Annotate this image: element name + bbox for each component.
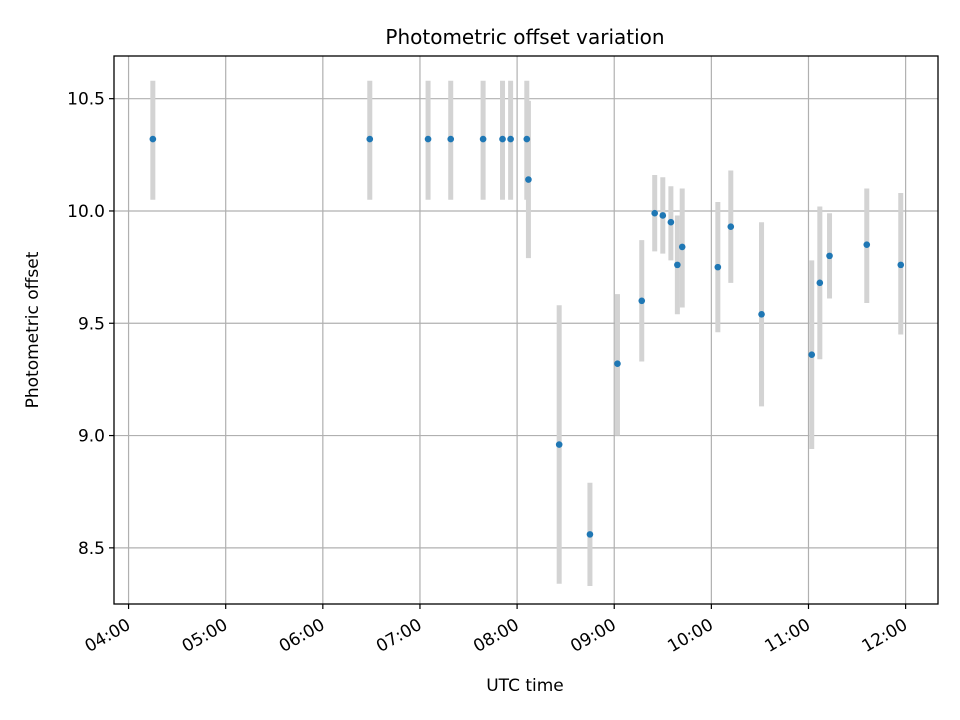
data-point bbox=[614, 360, 621, 367]
data-point bbox=[523, 135, 531, 143]
chart-title: Photometric offset variation bbox=[385, 25, 664, 49]
data-point bbox=[424, 135, 432, 143]
x-axis-ticks: 04:00 05:00 06:00 07:00 08:00 09:00 10:00 11:00… bbox=[82, 604, 911, 657]
data-point bbox=[499, 135, 506, 143]
data-point bbox=[555, 441, 563, 448]
data-point bbox=[808, 351, 816, 359]
x-tick-label: 09:00 bbox=[567, 615, 619, 657]
data-point bbox=[638, 297, 646, 305]
y-tick-label: 8.5 bbox=[78, 539, 105, 559]
x-tick-label: 07:00 bbox=[373, 615, 425, 657]
y-tick-label: 9.5 bbox=[78, 314, 105, 334]
data-point bbox=[674, 261, 681, 269]
y-tick-label: 10.5 bbox=[67, 90, 105, 110]
y-tick-label: 10.0 bbox=[67, 202, 105, 222]
data-point bbox=[507, 135, 514, 143]
data-point bbox=[678, 243, 686, 251]
data-point bbox=[667, 218, 675, 226]
data-point bbox=[758, 310, 765, 318]
data-point bbox=[714, 263, 722, 271]
x-tick-label: 04:00 bbox=[82, 615, 134, 657]
x-tick-label: 11:00 bbox=[762, 615, 814, 657]
x-tick-label: 12:00 bbox=[859, 615, 911, 657]
data-point bbox=[447, 135, 455, 143]
y-axis-label: Photometric offset bbox=[23, 251, 43, 408]
data-point bbox=[586, 531, 594, 538]
data-point bbox=[366, 135, 374, 143]
x-tick-label: 06:00 bbox=[276, 615, 328, 657]
data-point bbox=[651, 209, 658, 217]
y-tick-label: 9.0 bbox=[78, 427, 105, 447]
data-point bbox=[816, 279, 824, 287]
data-point bbox=[897, 261, 905, 269]
data-point bbox=[479, 135, 487, 143]
error-bars bbox=[150, 80, 904, 587]
data-point bbox=[727, 223, 735, 230]
data-point bbox=[525, 176, 532, 183]
plot-frame bbox=[113, 55, 939, 605]
data-point bbox=[659, 212, 667, 219]
data-point bbox=[149, 135, 157, 143]
data-point bbox=[826, 252, 833, 260]
x-tick-label: 10:00 bbox=[664, 615, 716, 657]
x-tick-label: 08:00 bbox=[470, 615, 522, 657]
data-point bbox=[863, 241, 871, 248]
data-points bbox=[149, 135, 905, 538]
y-axis-ticks: 8.5 9.0 9.5 10.0 10.5 bbox=[67, 90, 114, 559]
x-axis-label: UTC time bbox=[486, 676, 564, 696]
x-tick-label: 05:00 bbox=[179, 615, 231, 657]
